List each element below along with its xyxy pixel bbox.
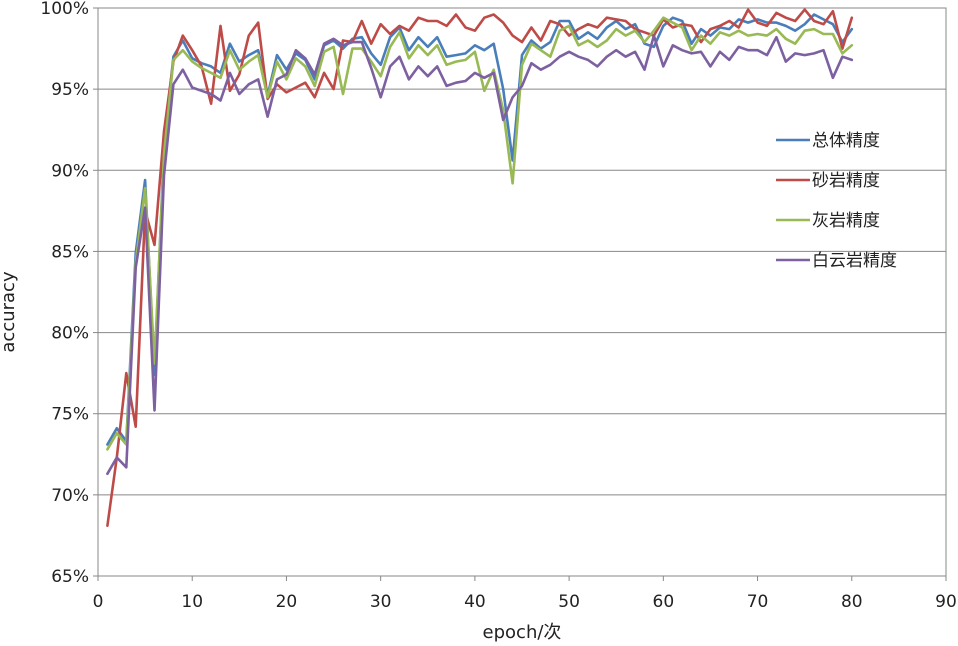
y-tick-label: 95% bbox=[51, 80, 89, 100]
x-tick-label: 10 bbox=[181, 592, 203, 612]
x-tick-label: 50 bbox=[558, 592, 580, 612]
plot-area-border bbox=[97, 7, 947, 577]
axes bbox=[93, 7, 947, 581]
y-axis-title: accuracy bbox=[0, 271, 19, 353]
legend-label-4: 白云岩精度 bbox=[812, 251, 897, 271]
series-line-1 bbox=[106, 13, 854, 446]
y-tick-label: 100% bbox=[40, 0, 89, 19]
x-tick-label: 20 bbox=[276, 592, 298, 612]
x-tick-label: 60 bbox=[653, 592, 675, 612]
x-tick-label: 0 bbox=[93, 592, 104, 612]
x-tick-label: 80 bbox=[841, 592, 863, 612]
y-tick-label: 85% bbox=[51, 242, 89, 262]
series-line-4 bbox=[106, 34, 854, 476]
legend-label-2: 砂岩精度 bbox=[812, 171, 880, 191]
grid-lines bbox=[98, 7, 946, 577]
series-lines bbox=[106, 8, 854, 528]
x-tick-label: 90 bbox=[935, 592, 957, 612]
y-tick-label: 70% bbox=[51, 486, 89, 506]
series-line-2 bbox=[106, 8, 854, 528]
y-tick-label: 65% bbox=[51, 567, 89, 587]
legend-label-3: 灰岩精度 bbox=[812, 211, 880, 231]
y-tick-label: 90% bbox=[51, 161, 89, 181]
series-line-3 bbox=[106, 16, 854, 451]
x-tick-labels: 0 10 20 30 40 50 60 70 80 90 bbox=[93, 592, 957, 612]
y-tick-label: 75% bbox=[51, 405, 89, 425]
x-tick-label: 70 bbox=[747, 592, 769, 612]
y-tick-labels: 65% 70% 75% 80% 85% 90% 95% 100% bbox=[40, 0, 89, 587]
x-tick-label: 40 bbox=[464, 592, 486, 612]
y-tick-label: 80% bbox=[51, 324, 89, 344]
x-tick-label: 30 bbox=[370, 592, 392, 612]
legend-label-1: 总体精度 bbox=[812, 131, 880, 151]
x-axis-title: epoch/次 bbox=[483, 622, 562, 643]
